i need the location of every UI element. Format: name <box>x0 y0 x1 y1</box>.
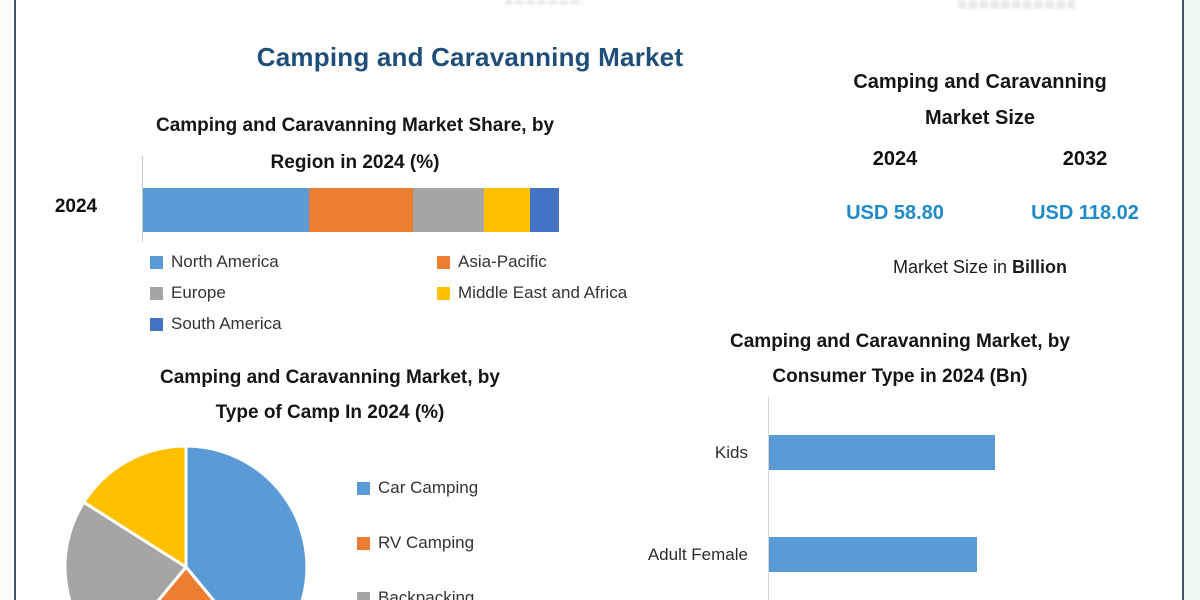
consumer-chart-title: Camping and Caravanning Market, by Consu… <box>655 324 1145 394</box>
legend-swatch-north-america <box>150 255 163 269</box>
legend-label: Middle East and Africa <box>458 283 628 302</box>
market-size-year-2024: 2024 <box>872 148 918 170</box>
legend-item-north-america: North America <box>150 252 279 272</box>
camp-type-pie <box>62 443 310 600</box>
market-size-title-line2: Market Size <box>924 107 1036 129</box>
legend-item-asia-pacific: Asia-Pacific <box>437 252 547 272</box>
pie-slice-backpacking <box>63 500 188 600</box>
legend-item-car-camping: Car Camping <box>357 478 478 498</box>
legend-swatch-south-america <box>150 317 163 331</box>
consumer-title-line2: Consumer Type in 2024 (Bn) <box>772 366 1028 387</box>
region-bar-segment-europe <box>413 188 485 232</box>
region-chart-title-line1: Camping and Caravanning Market Share, by <box>155 115 555 136</box>
pie-slice-rv-camping <box>156 565 216 600</box>
region-bar-segment-north-america <box>143 188 310 232</box>
region-chart-title: Camping and Caravanning Market Share, by… <box>130 107 580 181</box>
camp-type-title-line2: Type of Camp In 2024 (%) <box>215 402 445 423</box>
cropped-text-artifact <box>958 0 1076 9</box>
consumer-bar-adult-female <box>769 537 977 572</box>
legend-label: Asia-Pacific <box>458 252 547 271</box>
legend-item-middle-east-africa: Middle East and Africa <box>437 283 627 303</box>
market-size-footnote-unit: Billion <box>1012 257 1068 277</box>
region-bar-segment-south-america <box>529 188 560 232</box>
camp-type-chart-title: Camping and Caravanning Market, by Type … <box>95 360 565 430</box>
pie-chart-svg <box>63 444 309 600</box>
consumer-title-line1: Camping and Caravanning Market, by <box>730 331 1070 352</box>
market-size-title-line1: Camping and Caravanning <box>853 71 1107 93</box>
legend-item-south-america: South America <box>150 314 282 334</box>
consumer-bar-kids <box>769 435 995 470</box>
market-size-value-2024: USD 58.80 <box>846 202 944 224</box>
consumer-chart-y-axis <box>768 397 769 600</box>
legend-swatch-asia-pacific <box>437 255 450 269</box>
market-size-footnote-text: Market Size in <box>892 257 1008 277</box>
market-size-year-2032: 2032 <box>1062 148 1108 170</box>
market-size-footnote: Market Size in Billion <box>770 257 1190 278</box>
legend-swatch-rv-camping <box>357 536 370 550</box>
outer-margin-right <box>1184 0 1200 600</box>
market-size-title: Camping and Caravanning Market Size <box>770 64 1190 136</box>
legend-label: RV Camping <box>378 533 475 552</box>
outer-margin-left <box>0 0 14 600</box>
pie-slice-car-camping <box>184 444 309 600</box>
legend-swatch-middle-east-africa <box>437 286 450 300</box>
consumer-category-label-adult-female: Adult Female <box>647 545 748 564</box>
market-size-value-2032: USD 118.02 <box>1031 202 1139 224</box>
frame-border-right <box>1182 0 1184 600</box>
region-chart-category-label: 2024 <box>54 196 98 217</box>
legend-label: Car Camping <box>378 478 479 497</box>
legend-swatch-car-camping <box>357 481 370 495</box>
page-title: Camping and Caravanning Market <box>256 42 684 72</box>
legend-swatch-backpacking <box>357 591 370 600</box>
camp-type-title-line1: Camping and Caravanning Market, by <box>160 367 500 388</box>
region-chart-title-line2: Region in 2024 (%) <box>270 152 440 173</box>
region-bar-segment-middle-east-and-africa <box>484 188 530 232</box>
region-stacked-bar <box>143 188 560 232</box>
cropped-text-artifact <box>505 0 583 5</box>
legend-label: South America <box>171 314 282 333</box>
region-bar-segment-asia-pacific <box>309 188 414 232</box>
pie-slice-unlabeled <box>82 444 188 569</box>
legend-label: Backpacking <box>378 588 475 600</box>
region-chart-y-axis <box>142 156 143 242</box>
legend-label: Europe <box>171 283 226 302</box>
legend-label: North America <box>171 252 279 271</box>
legend-swatch-europe <box>150 286 163 300</box>
frame-border-left <box>14 0 16 600</box>
consumer-category-label-kids: Kids <box>714 443 748 462</box>
legend-item-rv-camping: RV Camping <box>357 533 474 553</box>
legend-item-backpacking: Backpacking <box>357 588 474 600</box>
legend-item-europe: Europe <box>150 283 226 303</box>
